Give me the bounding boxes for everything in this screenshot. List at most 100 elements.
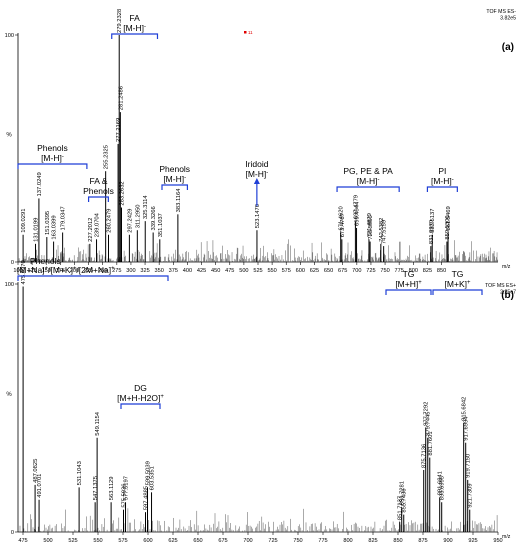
- peak-label: 547.1375: [93, 476, 99, 500]
- peak-label: 383.1164: [176, 188, 182, 213]
- peak-label: 875.7136: [422, 444, 428, 468]
- x-tick-label: 275: [112, 268, 121, 274]
- annotation-text: TG: [452, 269, 464, 279]
- peak-label: 917.6994: [464, 416, 470, 441]
- annotation-text: [M-H]-: [123, 23, 146, 33]
- x-tick-label: 825: [368, 538, 377, 544]
- x-tick-label: 800: [409, 268, 418, 274]
- annotation-text: [M+H]+: [395, 279, 422, 289]
- peak-label: 699.4944: [355, 201, 361, 226]
- peak-label: 297.2429: [127, 209, 133, 233]
- annotation-text: [M-H]-: [431, 176, 454, 186]
- annotation-arrow-head: [253, 178, 260, 184]
- annotation-text: [M-H]-: [163, 174, 186, 184]
- annotation-text: [M-H]-: [245, 169, 268, 179]
- red-marker: [244, 31, 247, 34]
- peak-label: 723.5056: [368, 215, 374, 239]
- peak-label: 487.0825: [33, 459, 39, 483]
- annotation-bracket: [17, 275, 169, 281]
- peak-label: 603.5351: [150, 466, 156, 490]
- peak-label: 531.1043: [77, 461, 83, 485]
- x-tick-label: 700: [352, 268, 361, 274]
- annotation-text: FA &: [89, 176, 107, 186]
- peak-label: 877.7292: [424, 402, 430, 426]
- x-tick-label: 800: [343, 538, 352, 544]
- annotation-text: TG: [403, 269, 415, 279]
- peak-label: 921.7309: [468, 483, 474, 507]
- peak-label: 855.7436: [402, 488, 408, 512]
- annotation-text: [M+Na]+/[M+K]+/[2M+Na]+: [17, 265, 115, 275]
- x-tick-label: 725: [366, 268, 375, 274]
- x-tick-label: 525: [253, 268, 262, 274]
- peak-label: 339.3266: [151, 206, 157, 230]
- x-tick-label: 600: [143, 538, 152, 544]
- annotation-text: [M-H]-: [357, 176, 380, 186]
- x-tick-label: 550: [267, 268, 276, 274]
- x-tick-label: 750: [293, 538, 302, 544]
- x-tick-label: 300: [126, 268, 135, 274]
- panel-label: (a): [502, 42, 514, 53]
- x-tick-label: 375: [169, 268, 178, 274]
- x-tick-label: 125: [27, 268, 36, 274]
- x-tick-label: 525: [68, 538, 77, 544]
- peak-label: 919.7150: [466, 454, 472, 478]
- peak-label: 549.1154: [95, 411, 101, 436]
- peak-label: 239.0704: [95, 212, 101, 237]
- peak-label: 599.5039: [146, 461, 152, 485]
- x-tick-label: 250: [98, 268, 107, 274]
- spectrum-panel-b: 475 500 525 550 575 600 625 650 675 700 725 750 775 8…: [5, 256, 516, 544]
- peak-label: 747.5159: [382, 220, 388, 244]
- peak-label: 853.7281: [400, 481, 406, 505]
- annotation-text: [M+H-H2O]+: [117, 393, 164, 403]
- peak-label: 475.0970: [21, 260, 27, 284]
- peak-label: 163.0399: [52, 215, 58, 239]
- peak-label: 563.1129: [109, 476, 115, 500]
- annotation-text: Phenols: [159, 164, 190, 174]
- peak-label: 742.5382: [379, 218, 385, 242]
- annotation-bracket: [385, 289, 432, 295]
- x-tick-label: 575: [282, 268, 291, 274]
- x-tick-label: 675: [338, 268, 347, 274]
- x-tick-label: 775: [318, 538, 327, 544]
- y-tick-label: 0: [11, 530, 14, 536]
- annotation-text: Iridoid: [245, 159, 268, 169]
- x-axis-label: m/z: [502, 264, 511, 270]
- x-tick-label: 875: [418, 538, 427, 544]
- instrument-info: 3.82e5: [500, 16, 516, 22]
- peak-label: 891.6841: [438, 471, 444, 495]
- x-tick-label: 350: [155, 268, 164, 274]
- x-tick-label: 700: [243, 538, 252, 544]
- peak-label: 255.2325: [104, 145, 110, 169]
- x-tick-label: 675: [218, 538, 227, 544]
- x-tick-label: 850: [437, 268, 446, 274]
- annotation-text: DG: [134, 383, 147, 393]
- x-tick-label: 900: [443, 538, 452, 544]
- peak-label: 881.7601: [428, 431, 434, 455]
- peak-label: 851.7137: [398, 496, 404, 520]
- peak-label: 859.5300: [445, 215, 451, 239]
- x-tick-label: 925: [468, 538, 477, 544]
- x-tick-label: 500: [239, 268, 248, 274]
- annotation-text: FA: [129, 13, 140, 23]
- peak-label: 137.0249: [37, 172, 43, 196]
- y-tick-label: 100: [5, 282, 14, 288]
- x-tick-label: 475: [18, 538, 27, 544]
- peak-label: 575.5036: [122, 483, 128, 507]
- instrument-info: 2.25e7: [500, 290, 516, 296]
- x-tick-label: 650: [324, 268, 333, 274]
- annotation-bracket: [432, 289, 483, 295]
- x-tick-label: 425: [197, 268, 206, 274]
- peak-label: 523.1470: [255, 204, 261, 228]
- x-tick-label: 100: [13, 268, 22, 274]
- peak-label: 325.3114: [143, 195, 149, 220]
- peak-label: 915.6842: [462, 397, 468, 421]
- peak-label: 151.0395: [45, 211, 51, 235]
- peak-label: 671.4620: [339, 206, 345, 230]
- x-tick-label: 450: [211, 268, 220, 274]
- panel-label: (b): [501, 290, 514, 301]
- x-tick-label: 775: [395, 268, 404, 274]
- instrument-info: TOF MS ES+: [485, 283, 516, 289]
- x-tick-label: 850: [393, 538, 402, 544]
- annotation-bracket: [336, 186, 400, 192]
- annotation-text: PG, PE & PA: [343, 166, 393, 176]
